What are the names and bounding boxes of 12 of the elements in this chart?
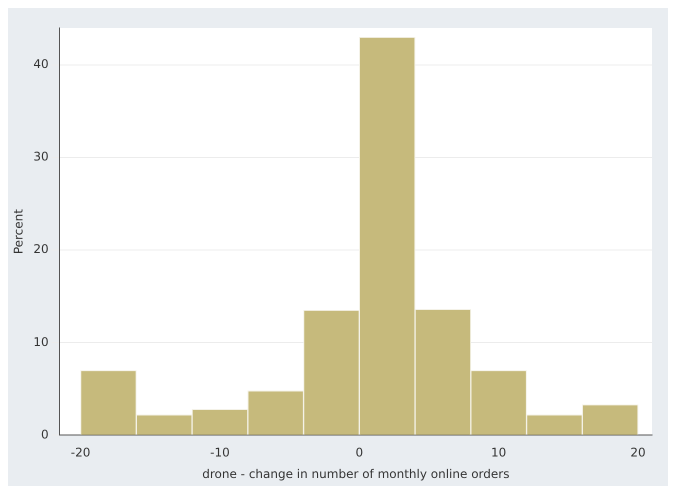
x-tick-label: -20 [70, 446, 90, 460]
y-tick-label: 10 [33, 334, 49, 349]
x-tick-label: 20 [630, 446, 646, 460]
y-tick-label: 40 [33, 57, 49, 72]
y-axis-title: Percent [11, 208, 26, 254]
x-tick-label: 10 [491, 446, 506, 460]
x-tick-label: -10 [210, 446, 230, 460]
y-tick-label: 0 [41, 427, 49, 442]
x-tick-label: 0 [356, 446, 364, 460]
x-axis-title: drone - change in number of monthly online orders [202, 466, 510, 481]
y-tick-label: 30 [33, 150, 49, 164]
y-tick-label: 20 [33, 242, 49, 256]
